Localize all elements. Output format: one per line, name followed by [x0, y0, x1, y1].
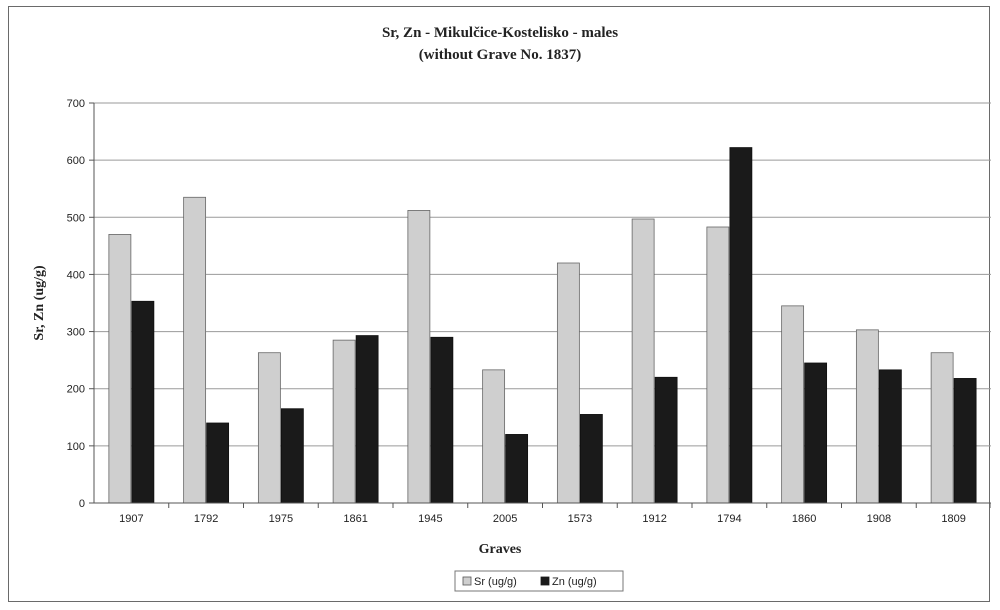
- bar-zn-1908: [878, 369, 902, 504]
- bar-sr-1908: [855, 329, 879, 504]
- y-axis-label: Sr, Zn (ug/g): [32, 265, 47, 341]
- bar-zn-2005: [505, 434, 529, 504]
- bar-sr-1573: [556, 262, 580, 504]
- x-tick-label: 2005: [493, 513, 517, 525]
- bars: [108, 147, 977, 504]
- bar-zn-1860: [804, 362, 828, 504]
- bar-zn-1945: [430, 336, 454, 504]
- legend-swatch-sr: [462, 576, 472, 586]
- bar-sr-1809: [930, 352, 954, 504]
- chart-title: Sr, Zn - Mikulčice-Kostelisko - males: [382, 25, 618, 41]
- y-tick-label: 700: [67, 98, 85, 110]
- x-axis-tick-labels: 1907 1792 1975 1861 1945 2005 1573 1912 1794 1860…: [119, 503, 991, 525]
- legend-swatch-zn: [540, 576, 550, 586]
- bar-sr-1912: [631, 218, 655, 504]
- x-tick-label: 1792: [194, 513, 218, 525]
- bar-sr-1945: [407, 210, 431, 504]
- bar-zn-1907: [131, 300, 155, 504]
- bar-sr-1975: [257, 352, 281, 504]
- bar-sr-1907: [108, 234, 132, 504]
- y-tick-label: 200: [67, 384, 85, 396]
- y-axis-tick-labels: 0 100 200 300 400 500 600 700: [67, 98, 94, 510]
- bar-sr-1792: [183, 196, 207, 504]
- bar-sr-1861: [332, 339, 356, 504]
- bar-sr-2005: [482, 369, 506, 504]
- bar-zn-1912: [654, 376, 678, 504]
- legend: Sr (ug/g) Zn (ug/g): [454, 570, 624, 592]
- chart-frame: Sr, Zn - Mikulčice-Kostelisko - males (w…: [8, 6, 991, 602]
- bar-chart: Sr, Zn - Mikulčice-Kostelisko - males (w…: [32, 25, 991, 592]
- legend-label-zn: Zn (ug/g): [552, 576, 597, 588]
- x-tick-label: 1573: [568, 513, 592, 525]
- x-axis-label: Graves: [479, 542, 522, 557]
- bar-zn-1975: [280, 408, 304, 504]
- y-tick-label: 400: [67, 269, 85, 281]
- x-tick-label: 1912: [642, 513, 666, 525]
- x-tick-label: 1908: [867, 513, 891, 525]
- x-tick-label: 1809: [941, 513, 965, 525]
- chart-subtitle: (without Grave No. 1837): [419, 47, 581, 63]
- legend-box: [454, 570, 624, 592]
- bar-zn-1861: [355, 335, 379, 504]
- x-tick-label: 1861: [343, 513, 367, 525]
- y-tick-label: 100: [67, 441, 85, 453]
- legend-label-sr: Sr (ug/g): [474, 576, 517, 588]
- bar-zn-1573: [579, 414, 603, 504]
- x-tick-label: 1860: [792, 513, 816, 525]
- x-tick-label: 1907: [119, 513, 143, 525]
- x-tick-label: 1945: [418, 513, 442, 525]
- x-tick-label: 1794: [717, 513, 741, 525]
- bar-zn-1809: [953, 378, 977, 504]
- bar-sr-1794: [706, 226, 730, 504]
- bar-zn-1792: [206, 422, 230, 504]
- y-tick-label: 600: [67, 155, 85, 167]
- bar-sr-1860: [781, 305, 805, 504]
- y-tick-label: 0: [79, 498, 85, 510]
- gridlines: [94, 102, 991, 447]
- x-tick-label: 1975: [269, 513, 293, 525]
- bar-zn-1794: [729, 147, 753, 504]
- y-tick-label: 300: [67, 327, 85, 339]
- y-tick-label: 500: [67, 212, 85, 224]
